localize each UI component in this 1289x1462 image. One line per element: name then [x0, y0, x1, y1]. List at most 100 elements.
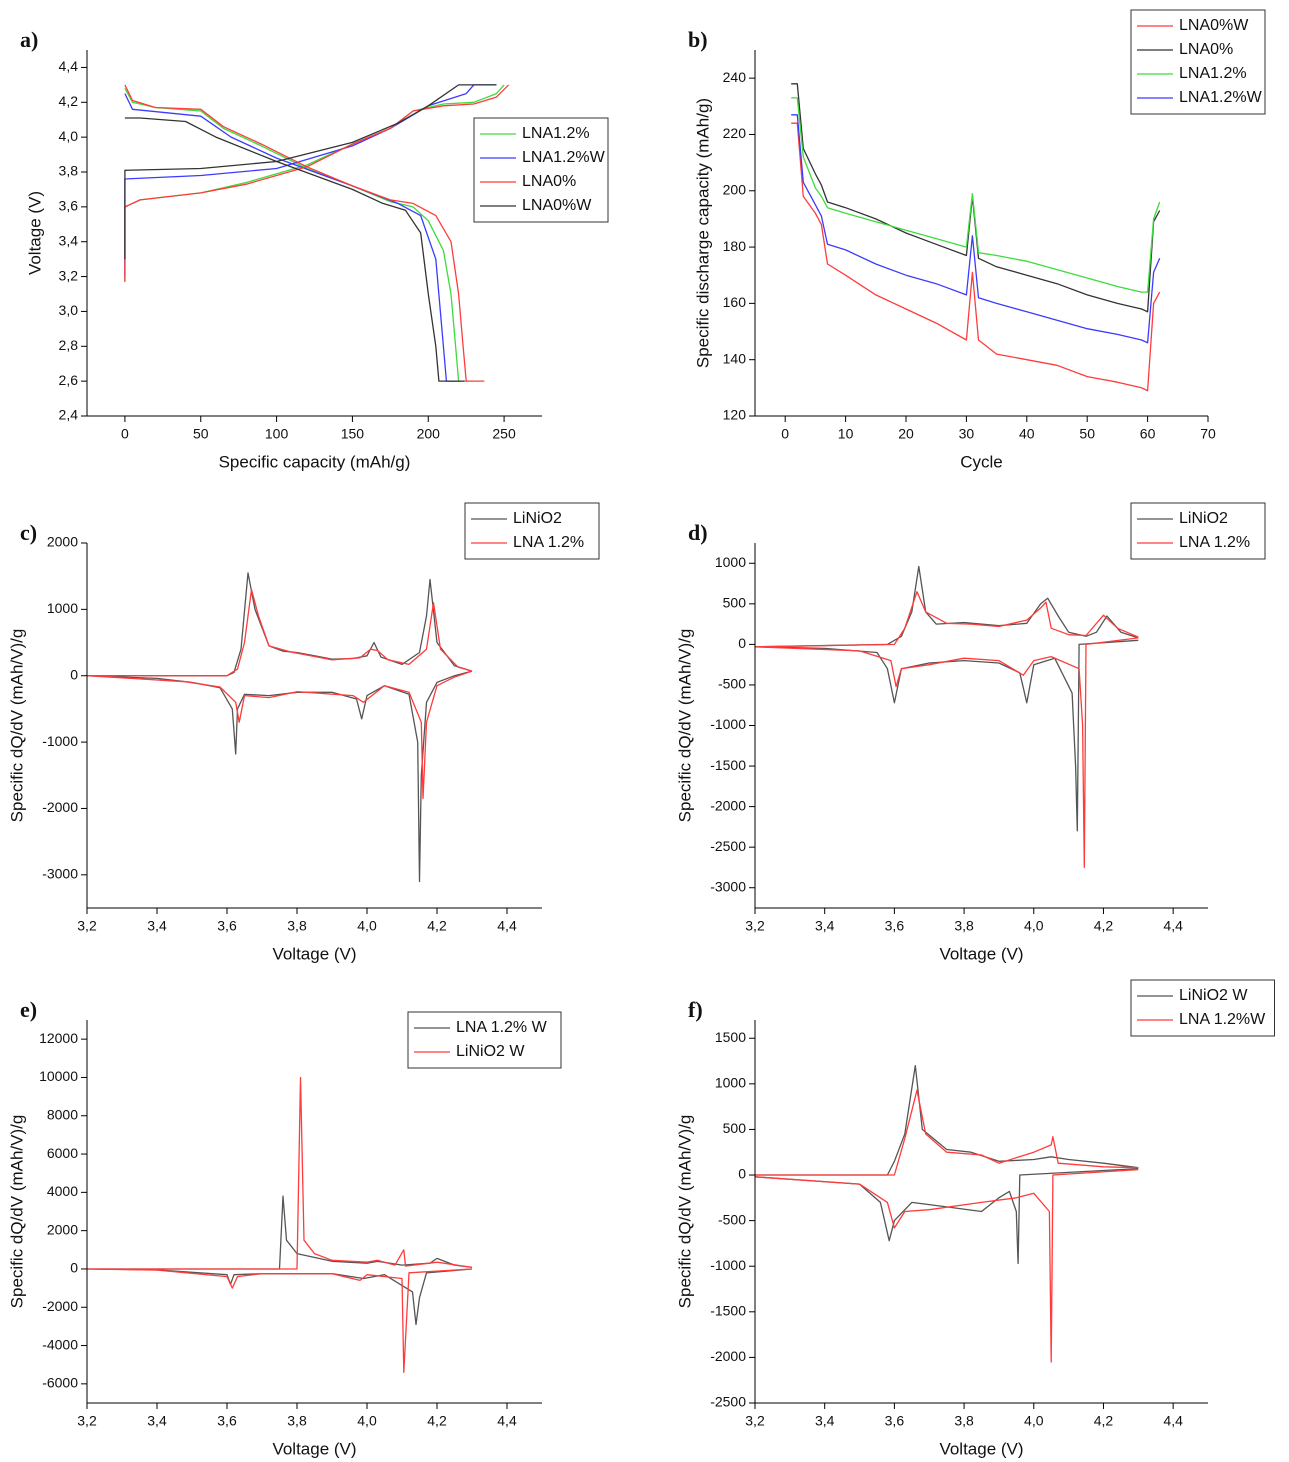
plot-area: [87, 1076, 473, 1374]
legend-label: LNA0%W: [1179, 17, 1249, 34]
panel: 0 50 100 150 200 250 2,4 2,6 2,8 3,0 3,2 3,4 3,6 3,8 4…: [20, 27, 609, 471]
y-tick-label: 2000: [47, 534, 78, 550]
x-tick-label: 0: [781, 426, 789, 442]
legend-box: [1130, 502, 1266, 560]
x-tick-label: 150: [341, 426, 365, 442]
legend-label: LNA0%: [522, 173, 576, 190]
y-tick-label: 500: [723, 1120, 747, 1136]
series-line: [124, 84, 510, 382]
x-tick-label: 4,4: [497, 918, 517, 934]
x-tick-label: 3,8: [954, 918, 974, 934]
x-tick-label: 3,6: [885, 918, 905, 934]
legend-label: LNA1.2%: [1179, 65, 1247, 82]
legend-label: LNA0%W: [522, 197, 592, 214]
y-tick-label: 2000: [47, 1221, 78, 1237]
series-line: [87, 1076, 473, 1374]
x-tick-label: 100: [265, 426, 289, 442]
y-tick-label: 3,0: [59, 302, 79, 318]
y-tick-label: 0: [70, 1260, 78, 1276]
x-tick-label: 3,2: [745, 1413, 765, 1429]
y-tick-label: 180: [723, 238, 747, 254]
x-tick-label: 70: [1200, 426, 1216, 442]
y-axis-label: Specific dQ/dV (mAh/V)/g: [7, 629, 26, 823]
y-tick-label: 4,0: [59, 128, 79, 144]
x-tick-label: 60: [1140, 426, 1156, 442]
legend-box: [1130, 9, 1266, 115]
series-line: [791, 114, 1161, 344]
y-axis-label: Specific dQ/dV (mAh/V)/g: [675, 629, 694, 823]
plot-area: [755, 1064, 1139, 1363]
y-tick-label: -3000: [710, 878, 746, 894]
x-tick-label: 3,8: [954, 1413, 974, 1429]
x-tick-label: 40: [1019, 426, 1035, 442]
y-tick-label: 2,4: [59, 407, 79, 423]
series-line: [791, 122, 1161, 392]
plot-area: [87, 572, 473, 883]
y-tick-label: -1500: [710, 1303, 746, 1319]
x-tick-label: 50: [193, 426, 209, 442]
y-axis-label: Specific dQ/dV (mAh/V)/g: [7, 1115, 26, 1309]
legend-label: LNA 1.2%: [513, 534, 584, 551]
series-line: [87, 588, 473, 800]
y-tick-label: -1000: [42, 733, 78, 749]
series-line: [124, 84, 505, 382]
series-line: [791, 97, 1161, 293]
panel-label: f): [688, 997, 703, 1022]
y-tick-label: -1500: [710, 757, 746, 773]
x-tick-label: 3,2: [77, 1413, 97, 1429]
series-line: [755, 591, 1139, 869]
x-tick-label: 200: [417, 426, 441, 442]
x-tick-label: 4,0: [357, 918, 377, 934]
x-tick-label: 3,2: [77, 918, 97, 934]
y-tick-label: -6000: [42, 1375, 78, 1391]
y-tick-label: -500: [718, 676, 746, 692]
series-line: [87, 1195, 473, 1326]
x-tick-label: 3,6: [217, 918, 237, 934]
y-tick-label: 10000: [39, 1068, 78, 1084]
x-tick-label: 3,2: [745, 918, 765, 934]
y-tick-label: 1000: [715, 1075, 746, 1091]
x-tick-label: 50: [1079, 426, 1095, 442]
series-line: [755, 565, 1139, 832]
y-axis-label: Specific dQ/dV (mAh/V)/g: [675, 1115, 694, 1309]
y-tick-label: 2,8: [59, 337, 79, 353]
x-axis-label: Cycle: [960, 452, 1003, 471]
series-line: [124, 84, 497, 382]
x-axis-label: Voltage (V): [272, 944, 356, 963]
y-tick-label: 0: [738, 635, 746, 651]
series-line: [791, 83, 1161, 313]
plot-area: [791, 83, 1161, 392]
x-tick-label: 3,8: [287, 1413, 307, 1429]
y-tick-label: -1000: [710, 716, 746, 732]
y-tick-label: -2500: [710, 838, 746, 854]
y-tick-label: -2000: [42, 799, 78, 815]
y-tick-label: 160: [723, 294, 747, 310]
y-tick-label: 240: [723, 69, 747, 85]
panel: 3,2 3,4 3,6 3,8 4,0 4,2 4,4 -2500 -2000 -1500 -100…: [675, 979, 1275, 1458]
x-tick-label: 4,2: [1094, 1413, 1114, 1429]
legend-label: LNA1.2%: [522, 125, 590, 142]
x-tick-label: 4,0: [357, 1413, 377, 1429]
x-tick-label: 4,4: [1163, 1413, 1183, 1429]
y-tick-label: 12000: [39, 1030, 78, 1046]
x-tick-label: 3,4: [147, 1413, 167, 1429]
series-line: [755, 1089, 1139, 1363]
x-tick-label: 4,0: [1024, 918, 1044, 934]
x-tick-label: 0: [121, 426, 129, 442]
y-tick-label: -4000: [42, 1336, 78, 1352]
y-tick-label: 3,6: [59, 198, 79, 214]
plot-area: [755, 565, 1139, 869]
panel-label: d): [688, 520, 708, 545]
y-tick-label: -2500: [710, 1394, 746, 1410]
x-tick-label: 3,6: [885, 1413, 905, 1429]
y-tick-label: 1000: [715, 554, 746, 570]
y-tick-label: 200: [723, 181, 747, 197]
legend-label: LNA1.2%W: [522, 149, 606, 166]
x-axis-label: Specific capacity (mAh/g): [219, 452, 411, 471]
y-tick-label: 2,6: [59, 372, 79, 388]
panel-label: e): [20, 997, 37, 1022]
x-tick-label: 250: [492, 426, 516, 442]
x-axis-label: Voltage (V): [939, 1439, 1023, 1458]
x-axis-label: Voltage (V): [272, 1439, 356, 1458]
